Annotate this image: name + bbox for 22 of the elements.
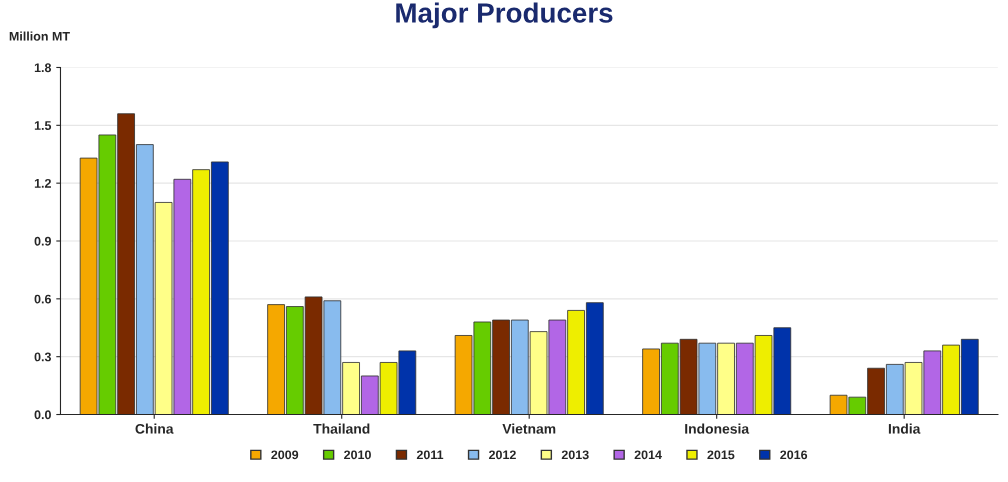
legend-label: 2011 xyxy=(416,450,444,460)
x-tick-label: Vietnam xyxy=(502,423,556,434)
legend-label: 2015 xyxy=(707,450,735,460)
legend-label: 2016 xyxy=(780,450,808,460)
legend-label: 2013 xyxy=(561,450,589,460)
y-tick-label: 0.3 xyxy=(34,352,51,362)
legend-label: 2010 xyxy=(344,450,371,460)
y-tick-label: 1.2 xyxy=(34,178,51,188)
legend-label: 2009 xyxy=(271,450,299,460)
legend-label: 2012 xyxy=(488,450,516,460)
chart-title: Major Producers xyxy=(396,2,613,29)
y-tick-label: 1.5 xyxy=(34,121,52,130)
x-tick-label: China xyxy=(135,423,174,434)
y-tick-label: 0.0 xyxy=(34,410,51,420)
y-axis-title: Million MT xyxy=(9,31,70,41)
y-tick-label: 0.9 xyxy=(34,236,51,246)
y-tick-label: 0.6 xyxy=(34,294,51,304)
x-tick-label: Thailand xyxy=(313,423,370,434)
x-tick-label: India xyxy=(888,423,921,434)
legend-label: 2014 xyxy=(634,450,662,460)
y-tick-label: 1.8 xyxy=(34,63,52,73)
x-tick-label: Indonesia xyxy=(685,423,750,434)
